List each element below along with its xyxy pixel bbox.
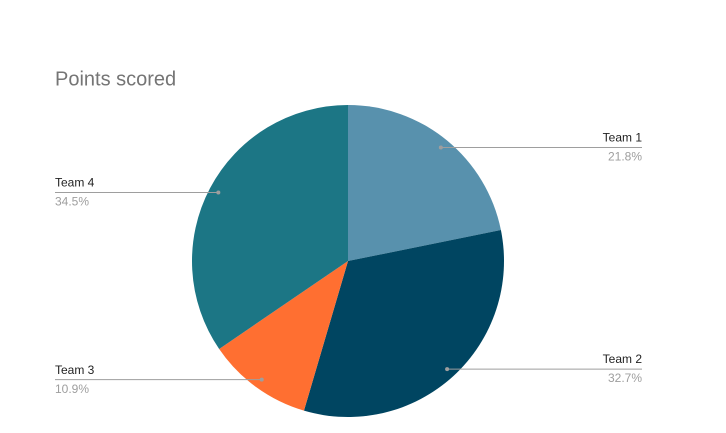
pie-slice: [348, 105, 501, 261]
pie-slice: [303, 230, 505, 417]
legend-label: Team 3: [55, 363, 95, 377]
leader-dot: [438, 145, 443, 150]
legend-label: Team 2: [603, 352, 643, 366]
chart-title: Points scored: [55, 68, 176, 90]
data-label: 34.5%: [55, 195, 89, 209]
leader-dot: [445, 367, 450, 372]
pie-slice: [219, 261, 348, 411]
leader-dot: [259, 377, 264, 382]
legend-label: Team 1: [603, 131, 643, 145]
data-label: 32.7%: [608, 371, 642, 385]
data-label: 10.9%: [55, 382, 89, 396]
leader-dot: [216, 190, 221, 195]
legend-label: Team 4: [55, 176, 95, 190]
pie-slice: [192, 105, 348, 349]
data-label: 21.8%: [608, 150, 642, 164]
